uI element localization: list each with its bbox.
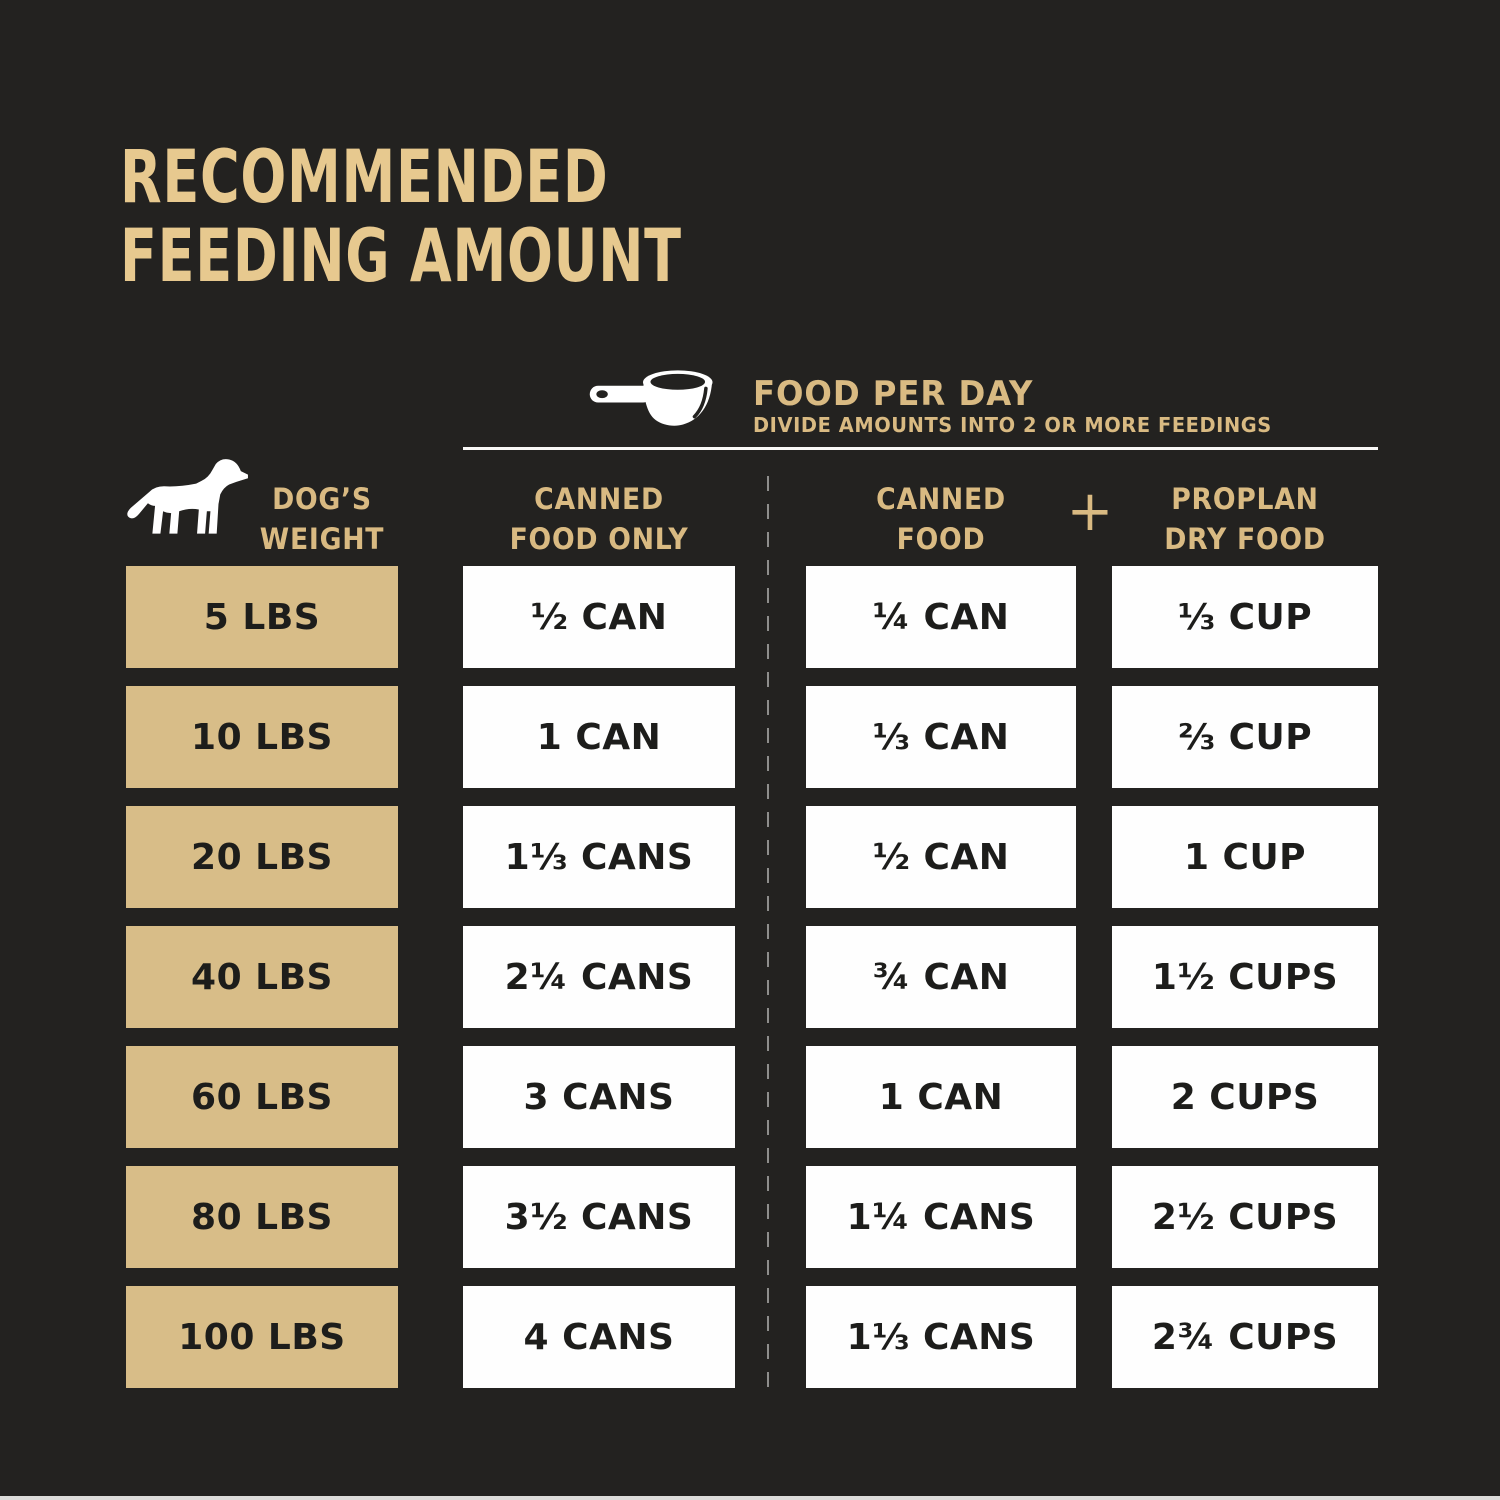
column-divider-dashed <box>767 476 769 1388</box>
header-canned-food-only: CANNED FOOD ONLY <box>470 479 728 559</box>
table-row: 40 LBS 2¼ CANS ¾ CAN 1½ CUPS <box>0 926 1500 1028</box>
header-proplan-dry-food: PROPLAN DRY FOOD <box>1121 479 1369 559</box>
table-row: 20 LBS 1⅓ CANS ½ CAN 1 CUP <box>0 806 1500 908</box>
header-canned-food-line-1: CANNED <box>876 482 1006 516</box>
food-per-day-subheading: DIVIDE AMOUNTS INTO 2 OR MORE FEEDINGS <box>753 413 1272 437</box>
dry-food-cell: 1½ CUPS <box>1112 926 1378 1028</box>
measuring-cup-icon <box>589 370 713 426</box>
weight-cell: 5 LBS <box>126 566 398 668</box>
canned-cell: 1⅓ CANS <box>806 1286 1076 1388</box>
canned-only-cell: ½ CAN <box>463 566 735 668</box>
dry-food-cell: 2¾ CUPS <box>1112 1286 1378 1388</box>
weight-cell: 40 LBS <box>126 926 398 1028</box>
canned-cell: ¼ CAN <box>806 566 1076 668</box>
dry-food-cell: ⅓ CUP <box>1112 566 1378 668</box>
header-proplan-dry-food-line-1: PROPLAN <box>1171 482 1319 516</box>
weight-cell: 60 LBS <box>126 1046 398 1148</box>
page-title: RECOMMENDED FEEDING AMOUNT <box>120 138 879 296</box>
header-canned-food-only-line-2: FOOD ONLY <box>509 522 689 556</box>
canned-cell: ⅓ CAN <box>806 686 1076 788</box>
table-row: 60 LBS 3 CANS 1 CAN 2 CUPS <box>0 1046 1500 1148</box>
header-canned-food-line-2: FOOD <box>896 522 986 556</box>
canned-only-cell: 3½ CANS <box>463 1166 735 1268</box>
header-rule <box>463 447 1378 450</box>
page-title-line-2: FEEDING AMOUNT <box>120 214 682 299</box>
weight-cell: 100 LBS <box>126 1286 398 1388</box>
canned-cell: 1 CAN <box>806 1046 1076 1148</box>
header-canned-food-only-line-1: CANNED <box>534 482 664 516</box>
canned-only-cell: 2¼ CANS <box>463 926 735 1028</box>
table-row: 5 LBS ½ CAN ¼ CAN ⅓ CUP <box>0 566 1500 668</box>
table-row: 80 LBS 3½ CANS 1¼ CANS 2½ CUPS <box>0 1166 1500 1268</box>
canned-only-cell: 3 CANS <box>463 1046 735 1148</box>
dry-food-cell: ⅔ CUP <box>1112 686 1378 788</box>
dry-food-cell: 2½ CUPS <box>1112 1166 1378 1268</box>
dry-food-cell: 1 CUP <box>1112 806 1378 908</box>
header-dogs-weight-line-2: WEIGHT <box>259 522 385 556</box>
canned-only-cell: 4 CANS <box>463 1286 735 1388</box>
weight-cell: 80 LBS <box>126 1166 398 1268</box>
dog-icon <box>127 459 248 534</box>
table-row: 10 LBS 1 CAN ⅓ CAN ⅔ CUP <box>0 686 1500 788</box>
page-title-line-1: RECOMMENDED <box>120 135 609 220</box>
canned-cell: 1¼ CANS <box>806 1166 1076 1268</box>
canned-only-cell: 1 CAN <box>463 686 735 788</box>
header-dogs-weight: DOG’S WEIGHT <box>248 479 395 559</box>
dry-food-cell: 2 CUPS <box>1112 1046 1378 1148</box>
canned-only-cell: 1⅓ CANS <box>463 806 735 908</box>
bottom-edge-strip <box>0 1496 1500 1500</box>
plus-sign: + <box>1066 479 1114 544</box>
header-canned-food: CANNED FOOD <box>812 479 1070 559</box>
food-per-day-heading: FOOD PER DAY <box>753 374 1034 414</box>
header-dogs-weight-line-1: DOG’S <box>272 482 372 516</box>
weight-cell: 20 LBS <box>126 806 398 908</box>
canned-cell: ½ CAN <box>806 806 1076 908</box>
canned-cell: ¾ CAN <box>806 926 1076 1028</box>
header-proplan-dry-food-line-2: DRY FOOD <box>1164 522 1326 556</box>
weight-cell: 10 LBS <box>126 686 398 788</box>
table-row: 100 LBS 4 CANS 1⅓ CANS 2¾ CUPS <box>0 1286 1500 1388</box>
